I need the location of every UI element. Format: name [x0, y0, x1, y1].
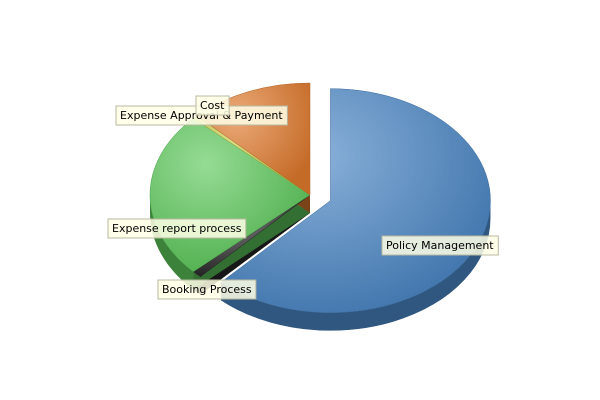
- data-label-booking-process: Booking Process: [157, 279, 257, 300]
- data-label-expense-report-process: Expense report process: [107, 218, 247, 239]
- data-label-text: Booking Process: [162, 283, 252, 296]
- data-label-text: Cost: [200, 99, 225, 112]
- data-label-text: Expense report process: [112, 222, 242, 235]
- data-label-text: Policy Management: [386, 239, 494, 252]
- data-label-policy-management: Policy Management: [381, 235, 499, 256]
- data-label-cost: Cost: [195, 95, 230, 116]
- pie-labels: Policy Management Booking Process Expense …: [107, 95, 499, 300]
- pie-tops: [149, 82, 491, 313]
